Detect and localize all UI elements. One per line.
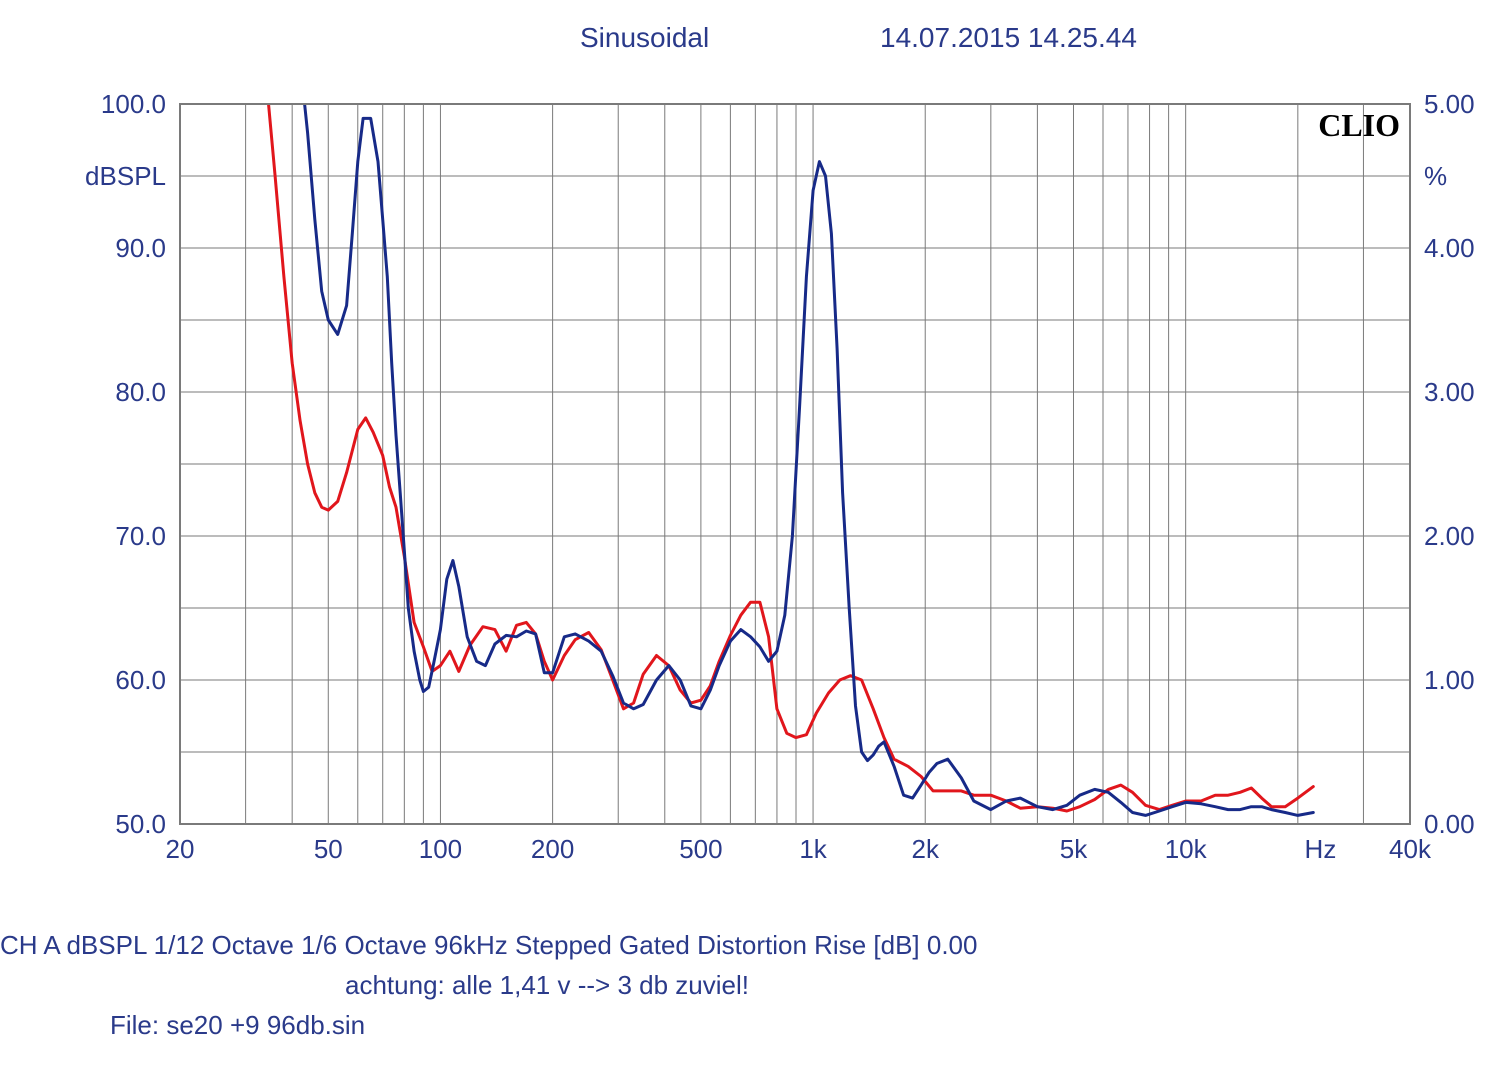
y-right-tick-label: 2.00	[1424, 521, 1475, 551]
y-right-tick-label: 4.00	[1424, 233, 1475, 263]
y-left-tick-label: 100.0	[101, 89, 166, 119]
footer-line-1: CH A dBSPL 1/12 Octave 1/6 Octave 96kHz …	[0, 930, 977, 961]
x-tick-label: 20	[166, 834, 195, 864]
y-right-tick-label: 1.00	[1424, 665, 1475, 695]
y-left-tick-label: 90.0	[115, 233, 166, 263]
y-right-unit-label: %	[1424, 161, 1447, 191]
y-right-tick-label: 0.00	[1424, 809, 1475, 839]
x-tick-label: 10k	[1165, 834, 1208, 864]
y-left-tick-label: 50.0	[115, 809, 166, 839]
x-unit-label: Hz	[1305, 834, 1337, 864]
x-tick-label: 200	[531, 834, 574, 864]
header-datetime: 14.07.2015 14.25.44	[880, 22, 1137, 54]
x-tick-label: 100	[419, 834, 462, 864]
footer-line-3: File: se20 +9 96db.sin	[110, 1010, 365, 1041]
x-tick-label: 40k	[1389, 834, 1432, 864]
y-left-tick-label: 80.0	[115, 377, 166, 407]
footer-line-2: achtung: alle 1,41 v --> 3 db zuviel!	[345, 970, 749, 1001]
clio-badge: CLIO	[1318, 107, 1400, 143]
y-right-tick-label: 3.00	[1424, 377, 1475, 407]
x-tick-label: 1k	[799, 834, 827, 864]
y-left-tick-label: 70.0	[115, 521, 166, 551]
y-right-tick-label: 5.00	[1424, 89, 1475, 119]
x-tick-label: 500	[679, 834, 722, 864]
chart-container: Sinusoidal 14.07.2015 14.25.44 50.0 60.0 7…	[0, 0, 1500, 1086]
chart-svg: 50.0 60.0 70.0 80.0 90.0 100.0 dBSPL 0.00 1.00 2.…	[0, 0, 1500, 1086]
y-left-tick-label: 60.0	[115, 665, 166, 695]
x-tick-label: 2k	[911, 834, 939, 864]
x-tick-label: 5k	[1060, 834, 1088, 864]
x-tick-label: 50	[314, 834, 343, 864]
header-title: Sinusoidal	[580, 22, 709, 54]
y-left-unit-label: dBSPL	[85, 161, 166, 191]
